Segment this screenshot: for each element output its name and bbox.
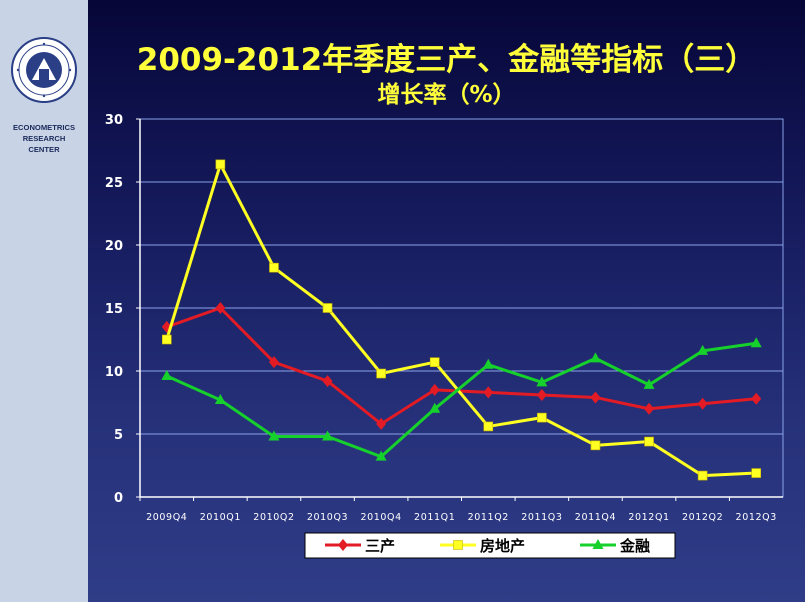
y-tick-label: 30 — [105, 113, 123, 128]
data-point — [643, 378, 655, 389]
data-point — [751, 392, 762, 405]
y-tick-label: 0 — [114, 491, 123, 506]
data-point — [589, 352, 601, 363]
x-tick-label: 2012Q1 — [628, 512, 669, 523]
data-point — [697, 470, 708, 481]
x-tick-label: 2009Q4 — [146, 512, 187, 523]
data-point — [644, 436, 654, 447]
x-tick-label: 2010Q1 — [200, 512, 241, 523]
series-line — [166, 341, 757, 459]
organization-name: ECONOMETRICS RESEARCH CENTER — [0, 122, 88, 155]
data-point — [429, 357, 440, 367]
sidebar: ECONOMETRICS RESEARCH CENTER — [0, 0, 88, 602]
x-tick-label: 2010Q3 — [307, 512, 348, 523]
legend-marker — [338, 539, 348, 551]
legend-label: 金融 — [619, 537, 650, 555]
x-tick-label: 2010Q4 — [360, 512, 401, 523]
data-point — [161, 334, 172, 345]
x-tick-label: 2012Q2 — [682, 512, 723, 523]
y-tick-label: 20 — [105, 239, 123, 254]
slide-title: 2009-2012年季度三产、金融等指标（三） — [136, 42, 757, 78]
data-point — [483, 421, 494, 432]
data-point — [536, 376, 548, 387]
y-tick-label: 5 — [114, 428, 123, 443]
data-point — [268, 356, 279, 369]
data-point — [322, 430, 334, 441]
data-point — [268, 430, 280, 441]
data-point — [322, 375, 333, 388]
data-point — [644, 402, 655, 415]
legend: 三产 房地产 金融 — [304, 532, 676, 559]
data-point — [375, 450, 387, 461]
data-point — [215, 302, 226, 314]
series-square — [161, 159, 762, 481]
org-line-1: ECONOMETRICS — [12, 123, 76, 132]
data-point — [215, 159, 226, 170]
data-point — [590, 440, 601, 451]
x-tick-label: 2011Q3 — [521, 512, 562, 523]
data-point — [536, 388, 547, 401]
data-point — [537, 412, 547, 423]
data-point — [482, 358, 494, 369]
data-point — [483, 386, 494, 399]
x-tick-label: 2012Q3 — [736, 512, 777, 523]
data-point — [161, 370, 173, 381]
legend-marker — [453, 540, 463, 550]
data-point — [429, 402, 441, 413]
slide-subtitle: 增长率（%） — [377, 82, 516, 108]
slide-background — [88, 0, 805, 602]
data-point — [322, 303, 333, 313]
legend-label: 房地产 — [480, 537, 525, 555]
series-line — [165, 162, 757, 478]
data-point — [750, 337, 762, 348]
data-point — [751, 468, 762, 478]
org-line-2: RESEARCH — [22, 134, 66, 143]
x-tick-label: 2011Q2 — [468, 512, 509, 523]
y-tick-label: 10 — [105, 365, 123, 380]
legend-label: 三产 — [365, 537, 395, 555]
data-point — [376, 417, 387, 430]
x-tick-label: 2010Q2 — [253, 512, 294, 523]
org-line-3: CENTER — [28, 145, 60, 154]
series-triangle — [161, 337, 762, 461]
y-tick-label: 15 — [105, 302, 123, 317]
data-point — [590, 391, 601, 404]
series-line — [166, 306, 757, 426]
series-diamond — [161, 302, 762, 430]
legend-marker — [592, 539, 604, 549]
data-point — [697, 397, 708, 410]
data-point — [429, 383, 440, 396]
x-tick-label: 2011Q1 — [414, 512, 455, 523]
data-point — [214, 393, 226, 404]
institution-seal-logo — [11, 37, 77, 103]
data-point — [697, 344, 709, 355]
x-tick-label: 2011Q4 — [575, 512, 616, 523]
y-tick-label: 25 — [105, 176, 123, 191]
data-point — [376, 368, 386, 379]
data-point — [269, 262, 279, 273]
